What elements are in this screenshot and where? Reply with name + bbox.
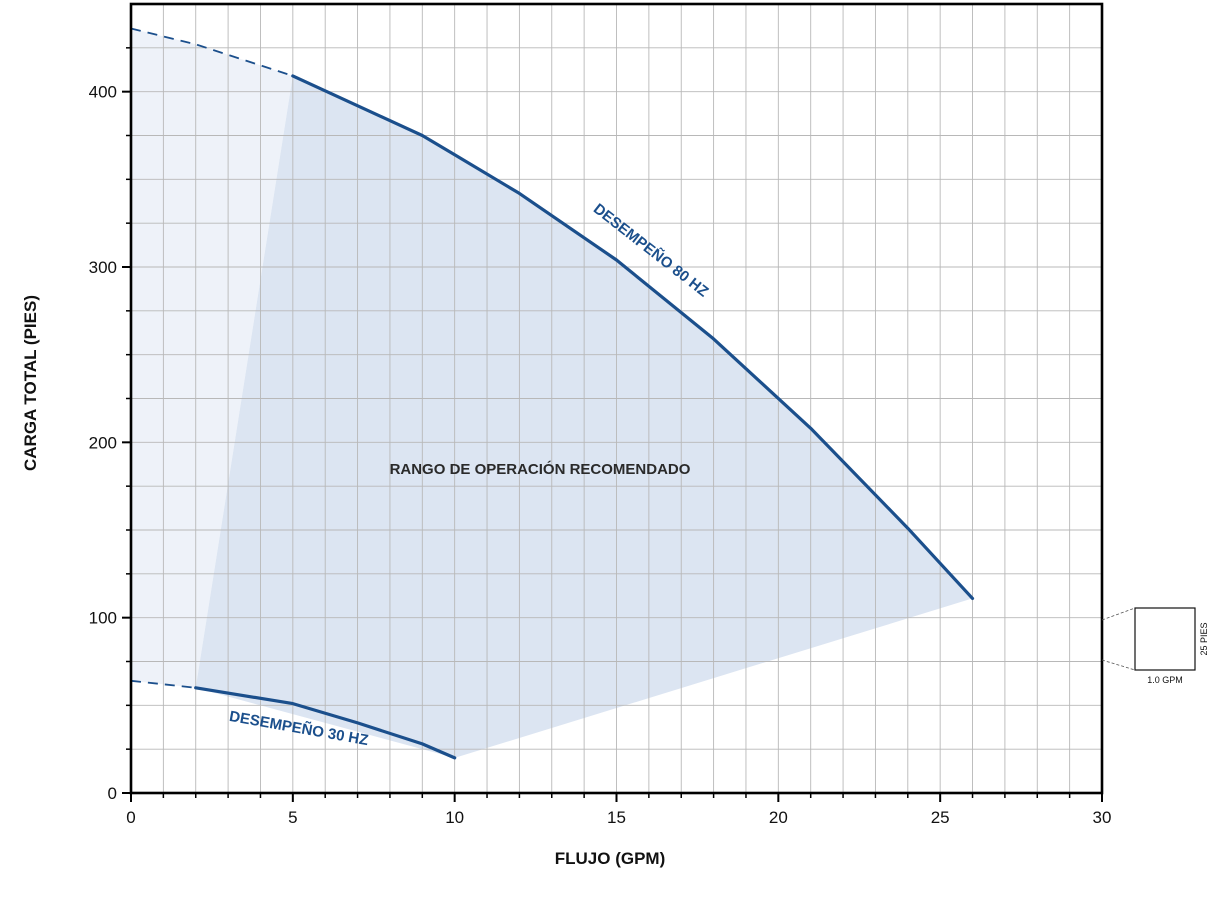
series-80hz-dashed-extension [130,27,294,77]
x-tick-label: 5 [288,808,297,827]
scale-key-leader-top [1101,607,1136,621]
x-axis-title: FLUJO (GPM) [555,849,666,868]
series-30hz-line [194,686,457,760]
scale-key-height-label: 25 PIES [1199,622,1209,655]
scale-key: 1.0 GPM 25 PIES [1101,607,1209,685]
y-tick-label: 0 [108,784,117,803]
y-tick-label: 400 [89,83,117,102]
extended-region-layer [131,28,293,688]
x-tick-label: 20 [769,808,788,827]
series-30hz-dashed-extension [130,679,196,689]
x-tick-label: 25 [931,808,950,827]
x-tick-label: 15 [607,808,626,827]
scale-key-box [1134,607,1196,671]
curve-layer [130,27,975,760]
x-tick-label: 30 [1093,808,1112,827]
extended-range-area [131,28,293,688]
y-tick-label: 100 [89,609,117,628]
scale-key-leader-bottom [1101,659,1136,671]
scale-key-width-label: 1.0 GPM [1147,675,1183,685]
y-tick-label: 200 [89,433,117,452]
recommended-range-label: RANGO DE OPERACIÓN RECOMENDADO [390,460,691,478]
grid-layer [131,4,1102,793]
y-tick-label: 300 [89,258,117,277]
series-80hz-line [291,74,975,601]
x-tick-label: 10 [445,808,464,827]
x-tick-label: 0 [126,808,135,827]
y-axis-title: CARGA TOTAL (PIES) [21,295,40,471]
